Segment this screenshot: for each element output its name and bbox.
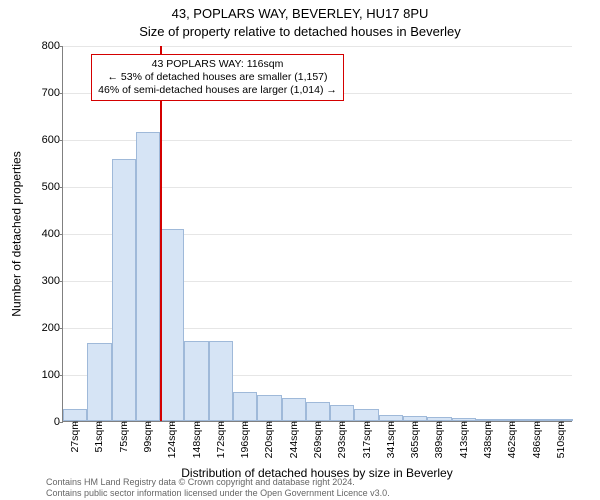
y-tick-label: 700	[20, 87, 60, 99]
histogram-bar	[354, 409, 378, 421]
x-tick-label: 413sqm	[458, 421, 470, 458]
callout-line-3: 46% of semi-detached houses are larger (…	[98, 84, 337, 97]
x-tick-label: 51sqm	[93, 421, 105, 453]
y-tick-label: 100	[20, 369, 60, 381]
x-tick-label: 196sqm	[239, 421, 251, 458]
x-tick-label: 27sqm	[69, 421, 81, 453]
histogram-bar	[282, 398, 306, 422]
histogram-bar	[63, 409, 87, 421]
footer-line-2: Contains public sector information licen…	[46, 488, 390, 498]
y-tick-label: 300	[20, 275, 60, 287]
y-tick-label: 0	[20, 416, 60, 428]
histogram-bar	[184, 341, 208, 421]
page-title: 43, POPLARS WAY, BEVERLEY, HU17 8PU	[0, 6, 600, 21]
footer-attribution: Contains HM Land Registry data © Crown c…	[46, 477, 390, 498]
x-tick-label: 220sqm	[263, 421, 275, 458]
x-tick-label: 244sqm	[288, 421, 300, 458]
x-tick-label: 269sqm	[312, 421, 324, 458]
y-tick-label: 600	[20, 134, 60, 146]
y-tick-label: 800	[20, 40, 60, 52]
histogram-bar	[136, 132, 160, 421]
histogram-bar	[330, 405, 354, 421]
x-tick-label: 462sqm	[506, 421, 518, 458]
histogram-bar	[306, 402, 330, 421]
x-tick-label: 438sqm	[482, 421, 494, 458]
histogram-bar	[112, 159, 136, 421]
histogram-plot: 27sqm51sqm75sqm99sqm124sqm148sqm172sqm19…	[62, 46, 572, 422]
x-tick-label: 486sqm	[531, 421, 543, 458]
x-tick-label: 293sqm	[336, 421, 348, 458]
x-tick-label: 172sqm	[215, 421, 227, 458]
property-marker-line	[160, 46, 162, 421]
x-tick-label: 510sqm	[555, 421, 567, 458]
x-tick-label: 365sqm	[409, 421, 421, 458]
x-tick-label: 389sqm	[433, 421, 445, 458]
x-tick-label: 75sqm	[118, 421, 130, 453]
callout-line-1: 43 POPLARS WAY: 116sqm	[98, 58, 337, 71]
y-tick-label: 400	[20, 228, 60, 240]
histogram-bar	[209, 341, 233, 421]
x-tick-label: 99sqm	[142, 421, 154, 453]
x-tick-label: 124sqm	[166, 421, 178, 458]
histogram-bar	[87, 343, 111, 421]
histogram-bar	[233, 392, 257, 421]
x-tick-label: 317sqm	[361, 421, 373, 458]
page-subtitle: Size of property relative to detached ho…	[0, 24, 600, 39]
histogram-bar	[257, 395, 281, 421]
property-callout: 43 POPLARS WAY: 116sqm← 53% of detached …	[91, 54, 344, 101]
callout-line-2: ← 53% of detached houses are smaller (1,…	[98, 71, 337, 84]
footer-line-1: Contains HM Land Registry data © Crown c…	[46, 477, 390, 487]
histogram-bar	[160, 229, 184, 421]
x-tick-label: 341sqm	[385, 421, 397, 458]
y-tick-label: 200	[20, 322, 60, 334]
x-tick-label: 148sqm	[191, 421, 203, 458]
y-tick-label: 500	[20, 181, 60, 193]
